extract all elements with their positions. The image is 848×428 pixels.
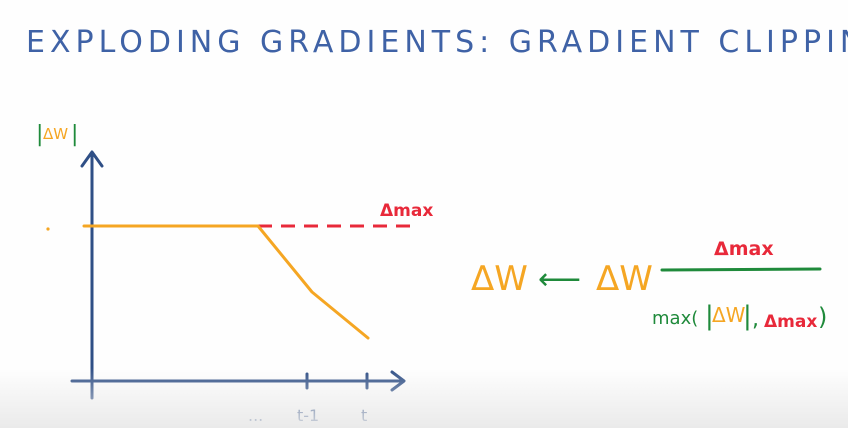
threshold-label: Δmax [380,201,433,221]
y-axis-label: | ΔW | [36,122,78,147]
denominator-abs-right: | [743,301,752,331]
y-axis-arrowhead [80,150,104,168]
denominator-delta-max: Δmax [764,312,817,332]
axes [70,150,406,400]
denominator-abs-left: | [705,301,714,331]
x-tick-label-t: t [361,406,367,425]
y-label-bar-left: | [36,122,43,147]
x-tick-label-t-1: t-1 [297,406,319,425]
formula-numerator: Δmax [714,238,774,260]
formula-rhs: ΔW [596,259,653,299]
x-tick-label-dots: ... [248,406,263,425]
denominator-close-paren: ) [818,303,827,331]
y-label-symbol: ΔW [43,125,68,143]
clipping-formula: ΔW ⟵ ΔW Δmax max( | ΔW | , Δmax ) [471,238,827,332]
denominator-abs-symbol: ΔW [712,303,746,327]
formula-denominator: max( | ΔW | , Δmax ) [652,301,827,332]
formula-lhs: ΔW [471,259,528,299]
formula-arrow: ⟵ [538,262,581,297]
gradient-curve [82,224,370,340]
denominator-max: max( [652,308,698,329]
curve-dot [46,227,50,231]
denominator-comma: , [752,307,759,332]
diagram-title: EXPLODING GRADIENTS: GRADIENT CLIPPING [26,25,848,60]
y-label-bar-right: | [71,122,78,147]
fraction-bar [660,267,822,272]
